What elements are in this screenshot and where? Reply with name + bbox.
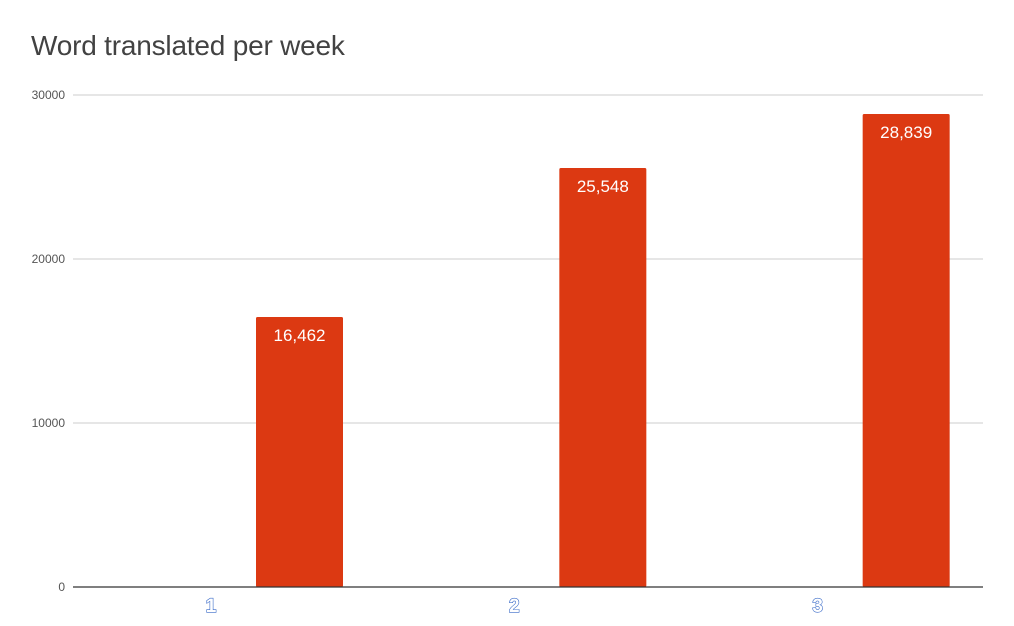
data-label: 28,839 <box>880 123 932 142</box>
chart-title: Word translated per week <box>31 30 345 61</box>
y-axis-ticks: 0 10000 20000 30000 <box>32 88 66 594</box>
x-axis-ticks: 1 2 3 <box>205 595 823 617</box>
y-tick-label: 20000 <box>32 252 66 266</box>
data-label: 25,548 <box>577 177 629 196</box>
x-tick-label: 3 <box>812 596 823 617</box>
data-label: 16,462 <box>274 326 326 345</box>
x-tick-label: 2 <box>509 596 520 617</box>
bars <box>256 114 950 587</box>
y-tick-label: 30000 <box>32 88 66 102</box>
y-tick-label: 10000 <box>32 416 66 430</box>
x-tick-label: 1 <box>206 596 217 617</box>
gridlines <box>73 94 983 424</box>
bar <box>256 317 343 587</box>
data-labels: 16,462 25,548 28,839 <box>274 123 933 345</box>
bar <box>862 114 950 587</box>
bar <box>559 168 647 587</box>
y-tick-label: 0 <box>58 580 65 594</box>
